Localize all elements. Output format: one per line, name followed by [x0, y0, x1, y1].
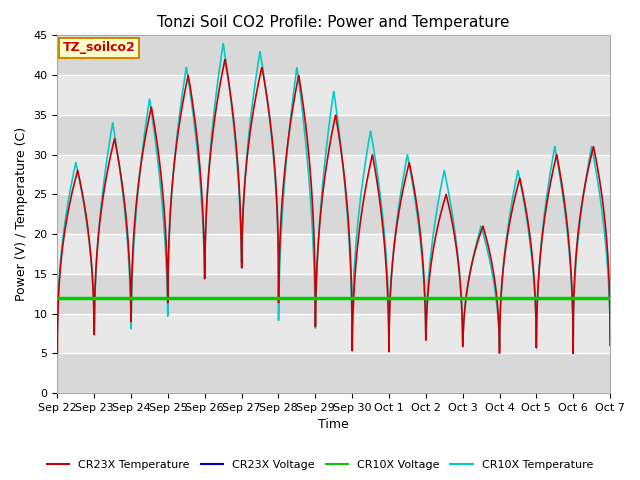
Bar [58, 115, 610, 155]
Bar [58, 234, 610, 274]
Bar [58, 353, 610, 393]
Bar [58, 194, 610, 234]
Legend: CR23X Temperature, CR23X Voltage, CR10X Voltage, CR10X Temperature: CR23X Temperature, CR23X Voltage, CR10X … [43, 456, 597, 474]
Bar [58, 75, 610, 115]
Bar [58, 155, 610, 194]
Bar [58, 274, 610, 313]
Title: Tonzi Soil CO2 Profile: Power and Temperature: Tonzi Soil CO2 Profile: Power and Temper… [157, 15, 510, 30]
Bar [58, 36, 610, 75]
Y-axis label: Power (V) / Temperature (C): Power (V) / Temperature (C) [15, 127, 28, 301]
X-axis label: Time: Time [318, 419, 349, 432]
Bar [58, 313, 610, 353]
Text: TZ_soilco2: TZ_soilco2 [63, 41, 136, 54]
